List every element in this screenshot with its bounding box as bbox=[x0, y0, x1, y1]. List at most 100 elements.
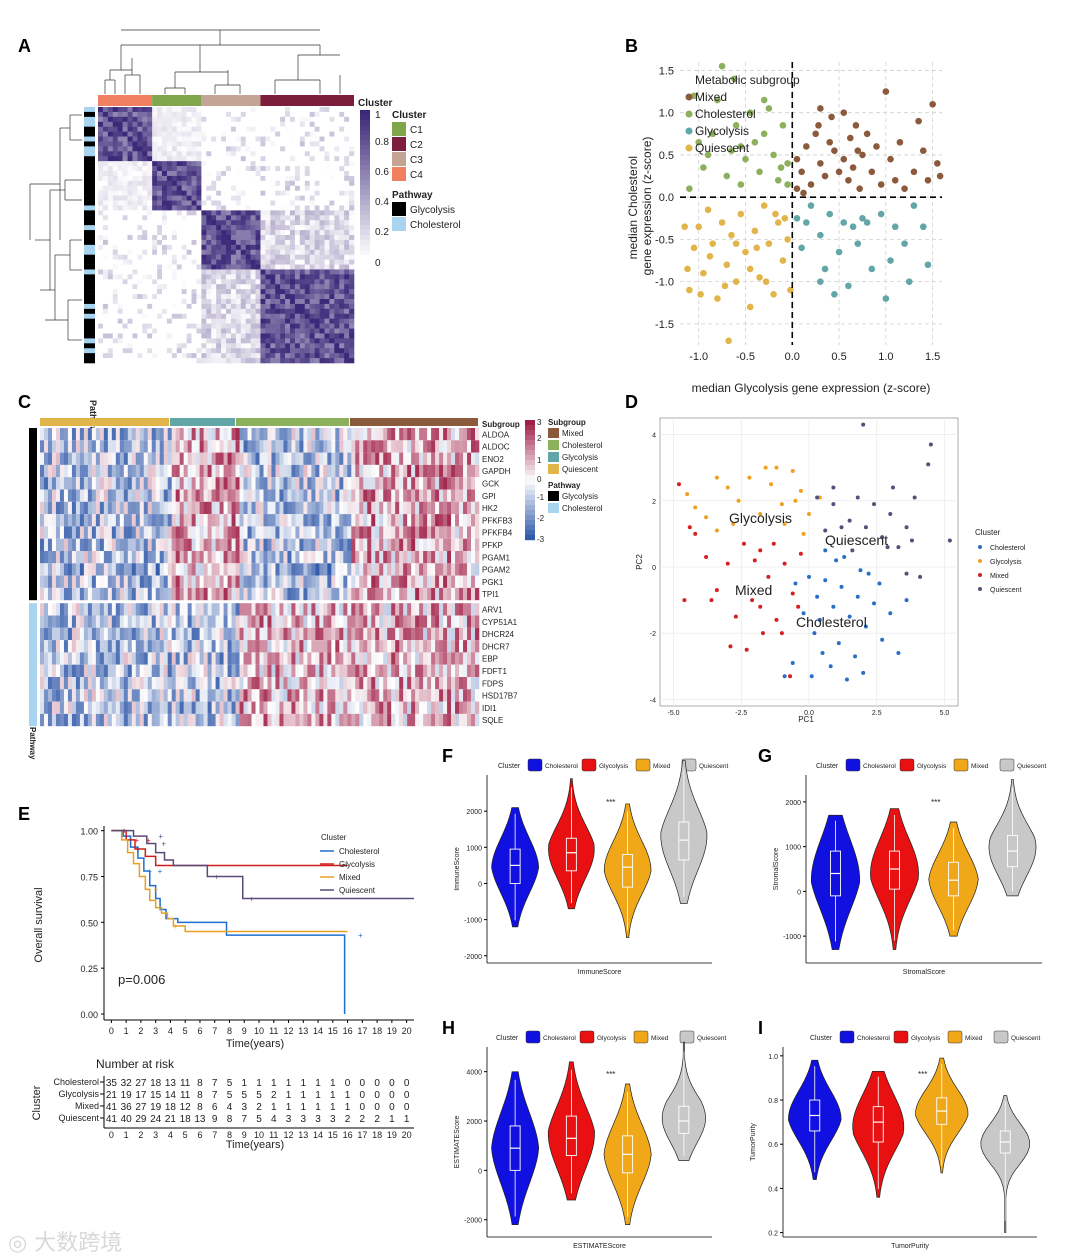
c-heatmap-cell bbox=[211, 563, 216, 576]
c-heatmap-cell bbox=[391, 526, 396, 539]
c-heatmap-cell bbox=[163, 551, 169, 564]
a-heatmap-cell bbox=[334, 303, 340, 310]
c-heatmap-cell bbox=[311, 526, 316, 539]
a-heatmap-cell bbox=[171, 141, 178, 147]
a-heatmap-cell bbox=[117, 313, 123, 319]
a-heatmap-cell bbox=[329, 254, 335, 260]
a-heatmap-cell bbox=[294, 264, 301, 270]
c-heatmap-cell bbox=[403, 538, 408, 551]
c-heatmap-cell bbox=[231, 627, 236, 641]
a-heatmap-cell bbox=[285, 284, 291, 290]
a-heatmap-cell bbox=[162, 274, 168, 280]
a-heatmap-cell bbox=[142, 274, 148, 280]
a-heatmap-cell bbox=[117, 274, 123, 280]
a-heatmap-cell bbox=[98, 175, 104, 182]
a-heatmap-cell bbox=[255, 107, 261, 113]
a-heatmap-cell bbox=[240, 284, 246, 290]
c-heatmap-cell bbox=[399, 464, 404, 478]
c-heatmap-cell bbox=[99, 452, 105, 465]
c-heatmap-cell bbox=[407, 514, 412, 527]
c-heatmap-cell bbox=[67, 526, 73, 539]
a-heatmap-cell bbox=[122, 338, 128, 344]
a-heatmap-cell bbox=[157, 313, 163, 319]
a-heatmap-cell bbox=[98, 333, 104, 339]
a-heatmap-cell bbox=[171, 294, 178, 300]
a-heatmap-cell bbox=[102, 235, 109, 241]
a-heatmap-cell bbox=[339, 299, 345, 305]
a-heatmap-cell bbox=[152, 323, 158, 329]
a-heatmap-cell bbox=[166, 166, 173, 172]
a-heatmap-cell bbox=[319, 343, 325, 349]
a-heatmap-cell bbox=[152, 166, 158, 172]
c-heatmap-cell bbox=[311, 615, 316, 628]
a-heatmap-cell bbox=[235, 195, 242, 201]
a-pathway-cell bbox=[84, 156, 95, 162]
a-heatmap-cell bbox=[329, 200, 335, 206]
c-heatmap-cell bbox=[107, 603, 113, 616]
c-heatmap-cell bbox=[47, 575, 53, 588]
c-heatmap-cell bbox=[99, 501, 105, 515]
a-heatmap-cell bbox=[137, 230, 143, 236]
b-point-mixed bbox=[936, 172, 944, 180]
c-heatmap-cell bbox=[179, 514, 184, 527]
c-heatmap-cell bbox=[243, 551, 248, 564]
a-heatmap-cell bbox=[181, 235, 187, 241]
c-heatmap-cell bbox=[451, 538, 456, 551]
a-heatmap-cell bbox=[162, 220, 168, 226]
c-heatmap-cell bbox=[219, 615, 224, 628]
c-heatmap-cell bbox=[359, 575, 364, 588]
a-heatmap-cell bbox=[299, 107, 306, 113]
c-heatmap-cell bbox=[40, 440, 45, 453]
c-heatmap-cell bbox=[467, 627, 472, 641]
c-heatmap-cell bbox=[411, 538, 416, 551]
c-heatmap-cell bbox=[111, 603, 117, 616]
a-heatmap-cell bbox=[294, 254, 301, 260]
a-heatmap-cell bbox=[255, 333, 261, 339]
c-heatmap-cell bbox=[383, 501, 388, 515]
a-heatmap-cell bbox=[309, 269, 315, 275]
a-heatmap-cell bbox=[334, 171, 340, 177]
c-heatmap-cell bbox=[359, 551, 364, 564]
a-heatmap-cell bbox=[230, 269, 237, 275]
a-heatmap-cell bbox=[275, 151, 281, 157]
c-heatmap-cell bbox=[303, 489, 308, 502]
c-heatmap-cell bbox=[439, 464, 444, 478]
a-heatmap-cell bbox=[171, 136, 178, 142]
a-scale-tick-04: 0.4 bbox=[375, 197, 389, 208]
c-heatmap-cell bbox=[223, 489, 228, 502]
a-heatmap-cell bbox=[280, 116, 286, 123]
a-heatmap-cell bbox=[309, 323, 315, 329]
a-heatmap-cell bbox=[299, 161, 306, 167]
c-heatmap-cell bbox=[251, 563, 256, 576]
a-heatmap-cell bbox=[211, 220, 217, 226]
a-heatmap-cell bbox=[260, 328, 266, 334]
a-heatmap-cell bbox=[132, 338, 138, 344]
c-heatmap-cell bbox=[91, 489, 97, 502]
c-heatmap-cell bbox=[195, 563, 200, 576]
c-heatmap-cell bbox=[355, 477, 360, 490]
c-heatmap-cell bbox=[219, 489, 224, 502]
a-heatmap-cell bbox=[339, 210, 345, 216]
a-heatmap-cell bbox=[294, 180, 301, 187]
c-heatmap-cell bbox=[71, 526, 77, 539]
a-heatmap-cell bbox=[265, 239, 271, 246]
a-heatmap-cell bbox=[221, 195, 227, 201]
a-heatmap-cell bbox=[102, 151, 109, 157]
a-heatmap-cell bbox=[147, 254, 153, 260]
c-heatmap-cell bbox=[263, 603, 268, 616]
c-heatmap-cell bbox=[187, 538, 192, 551]
c-heatmap-cell bbox=[99, 514, 105, 527]
a-heatmap-cell bbox=[201, 358, 207, 364]
c-heatmap-cell bbox=[83, 538, 89, 551]
a-heatmap-cell bbox=[181, 333, 187, 339]
c-heatmap-cell bbox=[259, 551, 264, 564]
a-heatmap-cell bbox=[206, 313, 212, 319]
a-heatmap-cell bbox=[309, 358, 315, 364]
c-heatmap-cell bbox=[59, 489, 65, 502]
c-heatmap-cell bbox=[443, 615, 448, 628]
c-heatmap-cell bbox=[75, 575, 81, 588]
a-heatmap-cell bbox=[319, 131, 325, 137]
b-point-mixed bbox=[835, 168, 843, 176]
c-heatmap-cell bbox=[295, 587, 300, 601]
c-heatmap-cell bbox=[119, 514, 125, 527]
